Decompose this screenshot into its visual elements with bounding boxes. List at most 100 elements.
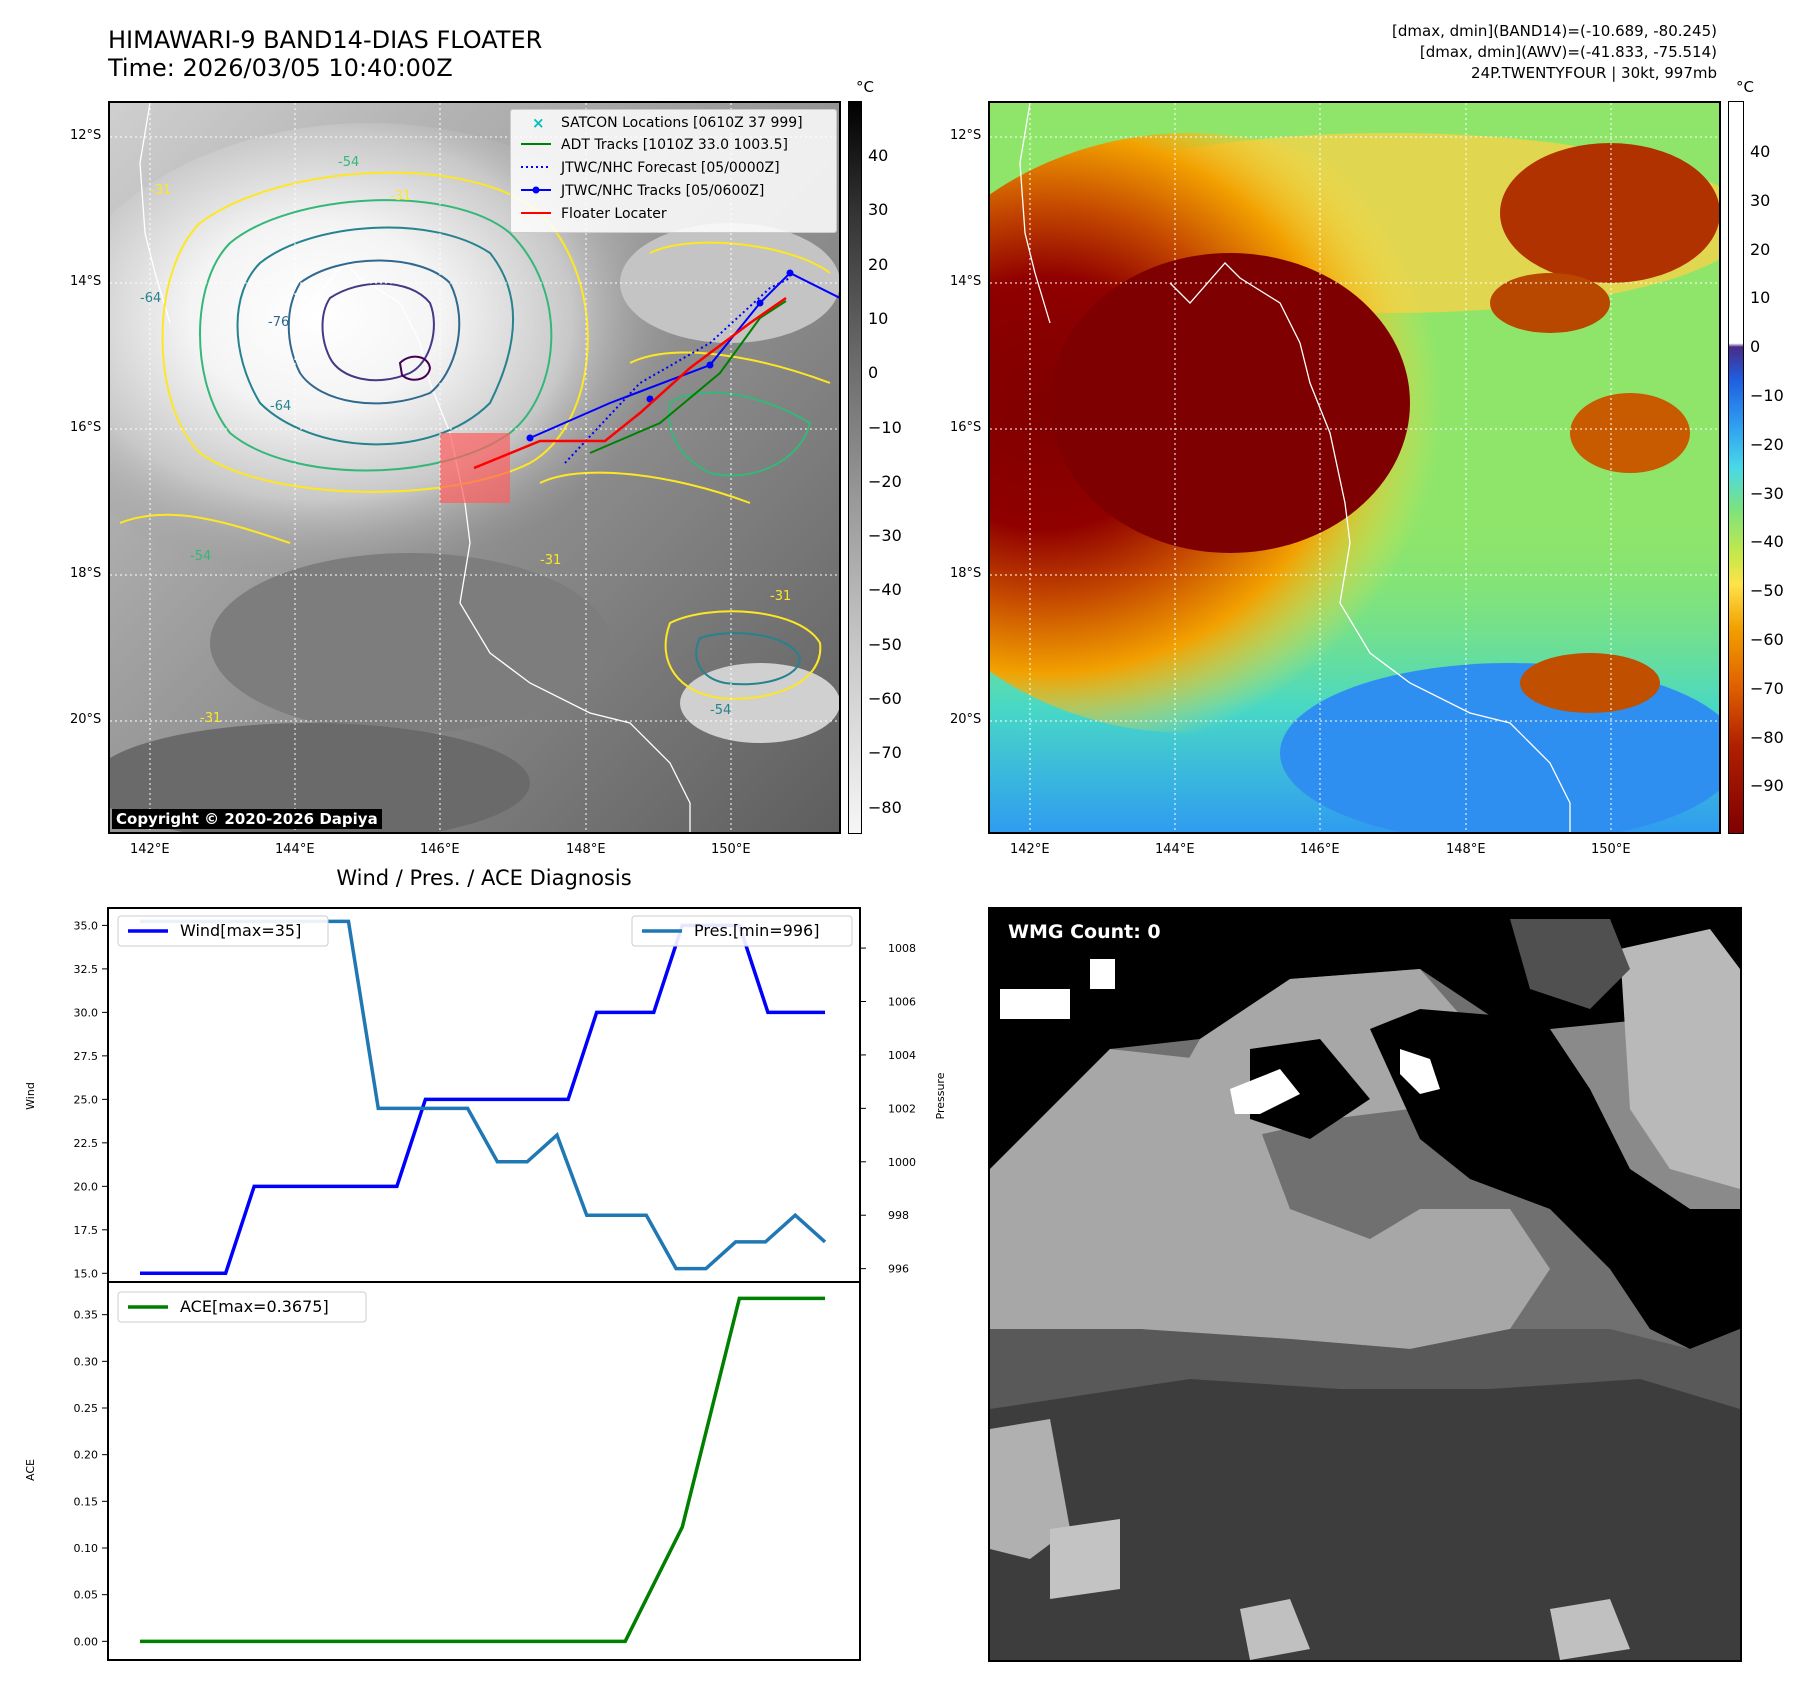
colorbar1 (848, 101, 862, 834)
ace-axes (107, 1281, 861, 1661)
colorbar-tick-label: 0 (868, 363, 879, 383)
colorbar-tick-label: −10 (868, 417, 902, 437)
colorbar-tick-label: 0 (1750, 337, 1761, 357)
legend-entry: ADT Tracks [1010Z 33.0 1003.5] (561, 137, 788, 153)
colorbar-tick-label: −70 (868, 743, 902, 763)
contour-label: -54 (190, 549, 212, 564)
wmg-count-label: WMG Count: 0 (1008, 921, 1161, 943)
colorbar-tick-label: −80 (868, 797, 902, 817)
wind-legend-box (117, 915, 329, 947)
ace-tick-label: 0.05 (74, 1589, 99, 1602)
pressure-legend-text: Pres.[min=996] (694, 921, 819, 940)
lon-tick: 146°E (420, 842, 460, 857)
figure-title-line2: Time: 2026/03/05 10:40:00Z (108, 54, 453, 82)
colorbar2-unit: °C (1736, 78, 1754, 96)
legend-marker-x-icon: × (521, 114, 551, 132)
wind-tick-label: 27.5 (74, 1050, 99, 1063)
colorbar-tick-label: 40 (868, 146, 889, 165)
awv-map-panel (988, 101, 1721, 834)
figure-title-line1: HIMAWARI-9 BAND14-DIAS FLOATER (108, 26, 543, 54)
ace-tick-label: 0.30 (74, 1355, 99, 1368)
diagnosis-title: Wind / Pres. / ACE Diagnosis (336, 866, 632, 890)
colorbar-tick-label: −50 (1750, 581, 1784, 601)
ace-legend-box (117, 1291, 367, 1323)
colorbar-tick-label: −40 (1750, 532, 1784, 552)
colorbar-tick-label: 10 (1750, 288, 1771, 308)
wind-pres-axes (107, 907, 861, 1283)
lat-tick: 16°S (950, 420, 982, 435)
pressure-axis-label: Pressure (934, 1072, 947, 1119)
lat-tick: 20°S (950, 712, 982, 727)
svg-text:×: × (532, 114, 545, 132)
ace-series-line (140, 1296, 825, 1644)
wind-tick-label: 17.5 (74, 1224, 99, 1237)
wind-tick-label: 32.5 (74, 963, 99, 976)
lon-tick: 150°E (1591, 842, 1631, 857)
ace-tick-label: 0.25 (74, 1402, 99, 1415)
legend-line-red-icon (521, 206, 551, 224)
lat-tick: 18°S (950, 566, 982, 581)
contour-label: -54 (710, 703, 732, 718)
pressure-legend-box (631, 915, 853, 947)
colorbar-tick-label: 10 (868, 308, 889, 328)
colorbar-tick-label: −20 (868, 471, 902, 491)
colorbar2 (1728, 101, 1744, 834)
colorbar-tick-label: −10 (1750, 386, 1784, 405)
contour-label: -76 (268, 315, 290, 330)
wind-legend-text: Wind[max=35] (180, 921, 301, 940)
ace-tick-label: 0.10 (74, 1542, 99, 1555)
contour-label: -31 (390, 189, 412, 204)
wmg-panel: WMG Count: 0 (988, 907, 1742, 1662)
colorbar-tick-label: −60 (1750, 630, 1784, 649)
legend-entry: JTWC/NHC Forecast [05/0000Z] (561, 160, 780, 176)
lon-tick: 142°E (1010, 842, 1050, 857)
lat-tick: 14°S (70, 274, 102, 289)
legend-entry: SATCON Locations [0610Z 37 999] (561, 115, 803, 131)
lat-tick: 14°S (950, 274, 982, 289)
pressure-tick-label: 1006 (888, 996, 916, 1009)
wind-tick-label: 35.0 (74, 919, 99, 932)
awv-map-canvas (990, 103, 1719, 832)
map-legend: × SATCON Locations [0610Z 37 999] ADT Tr… (510, 109, 837, 233)
colorbar-tick-label: −60 (868, 689, 902, 708)
ace-tick-label: 0.20 (74, 1449, 99, 1462)
legend-line-dotted-icon (521, 160, 551, 178)
legend-line-green-icon (521, 137, 551, 155)
legend-line-dot-icon (521, 183, 551, 201)
contour-label: -64 (270, 399, 292, 414)
wind-tick-label: 15.0 (74, 1267, 99, 1280)
pressure-tick-label: 1002 (888, 1102, 916, 1115)
contour-label: -31 (770, 589, 792, 604)
wind-tick-label: 25.0 (74, 1093, 99, 1106)
ir-map-panel: -64 -76 -54 -31 -31 -31 -31 -54 -64 -31 … (108, 101, 841, 834)
wind-tick-label: 20.0 (74, 1180, 99, 1193)
info-band14-range: [dmax, dmin](BAND14)=(-10.689, -80.245) (1392, 22, 1717, 40)
pressure-tick-label: 1000 (888, 1156, 916, 1169)
diagnosis-chart: 35.0 32.5 30.0 27.5 25.0 22.5 20.0 17.5 15.0 Wind… (24, 907, 947, 1661)
wind-axis-label: Wind (24, 1082, 37, 1110)
colorbar-tick-label: 20 (1750, 239, 1771, 259)
colorbar-tick-label: −30 (868, 526, 902, 546)
lon-tick: 150°E (711, 842, 751, 857)
info-awv-range: [dmax, dmin](AWV)=(-41.833, -75.514) (1419, 43, 1717, 61)
pressure-tick-label: 996 (888, 1263, 909, 1276)
wind-tick-label: 30.0 (74, 1006, 99, 1019)
contour-label: -31 (540, 553, 562, 568)
colorbar-tick-label: −70 (1750, 678, 1784, 698)
colorbar-tick-label: −90 (1750, 776, 1784, 796)
ace-axis-label: ACE (24, 1459, 37, 1481)
info-storm-status: 24P.TWENTYFOUR | 30kt, 997mb (1471, 64, 1717, 82)
lon-tick: 148°E (566, 842, 606, 857)
pressure-tick-label: 998 (888, 1209, 909, 1222)
lon-tick: 144°E (1155, 842, 1195, 857)
colorbar-tick-label: 20 (868, 254, 889, 274)
colorbar1-unit: °C (856, 78, 874, 96)
contour-label: -54 (338, 155, 360, 170)
contour-label: -31 (150, 183, 172, 198)
colorbar-tick-label: −50 (868, 634, 902, 654)
wind-series-line (140, 923, 825, 1276)
wmg-canvas (990, 909, 1740, 1660)
lon-tick: 144°E (275, 842, 315, 857)
ace-tick-label: 0.35 (74, 1309, 99, 1322)
pressure-tick-label: 1004 (888, 1049, 916, 1062)
